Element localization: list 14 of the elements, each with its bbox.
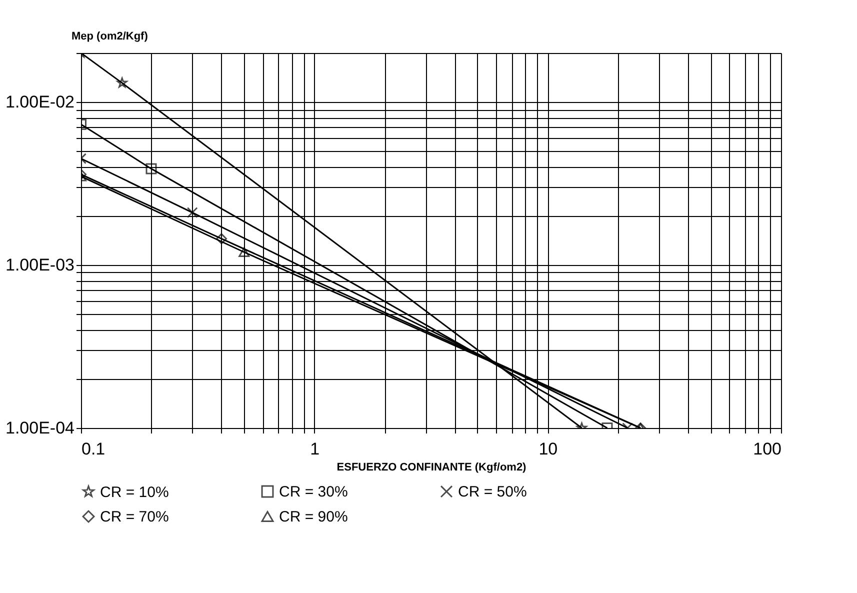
y-axis-title: Mep (om2/Kgf) [72, 30, 148, 42]
legend-label: CR = 10% [100, 484, 169, 501]
legend-label: CR = 70% [100, 508, 169, 526]
x-tick-label: 100 [753, 440, 782, 458]
legend-label: CR = 50% [458, 484, 527, 501]
x-tick-label: 0.1 [82, 440, 106, 458]
legend-label: CR = 90% [279, 508, 348, 526]
x-tick-label: 1 [310, 440, 320, 458]
x-axis-title: ESFUERZO CONFINANTE (Kgf/om2) [336, 462, 527, 474]
x-tick-label: 10 [538, 440, 558, 458]
y-tick-label: 1.00E-04 [6, 418, 74, 438]
y-tick-label: 1.00E-02 [6, 92, 74, 112]
y-tick-label: 1.00E-03 [6, 256, 74, 275]
legend-label: CR = 30% [279, 484, 348, 501]
